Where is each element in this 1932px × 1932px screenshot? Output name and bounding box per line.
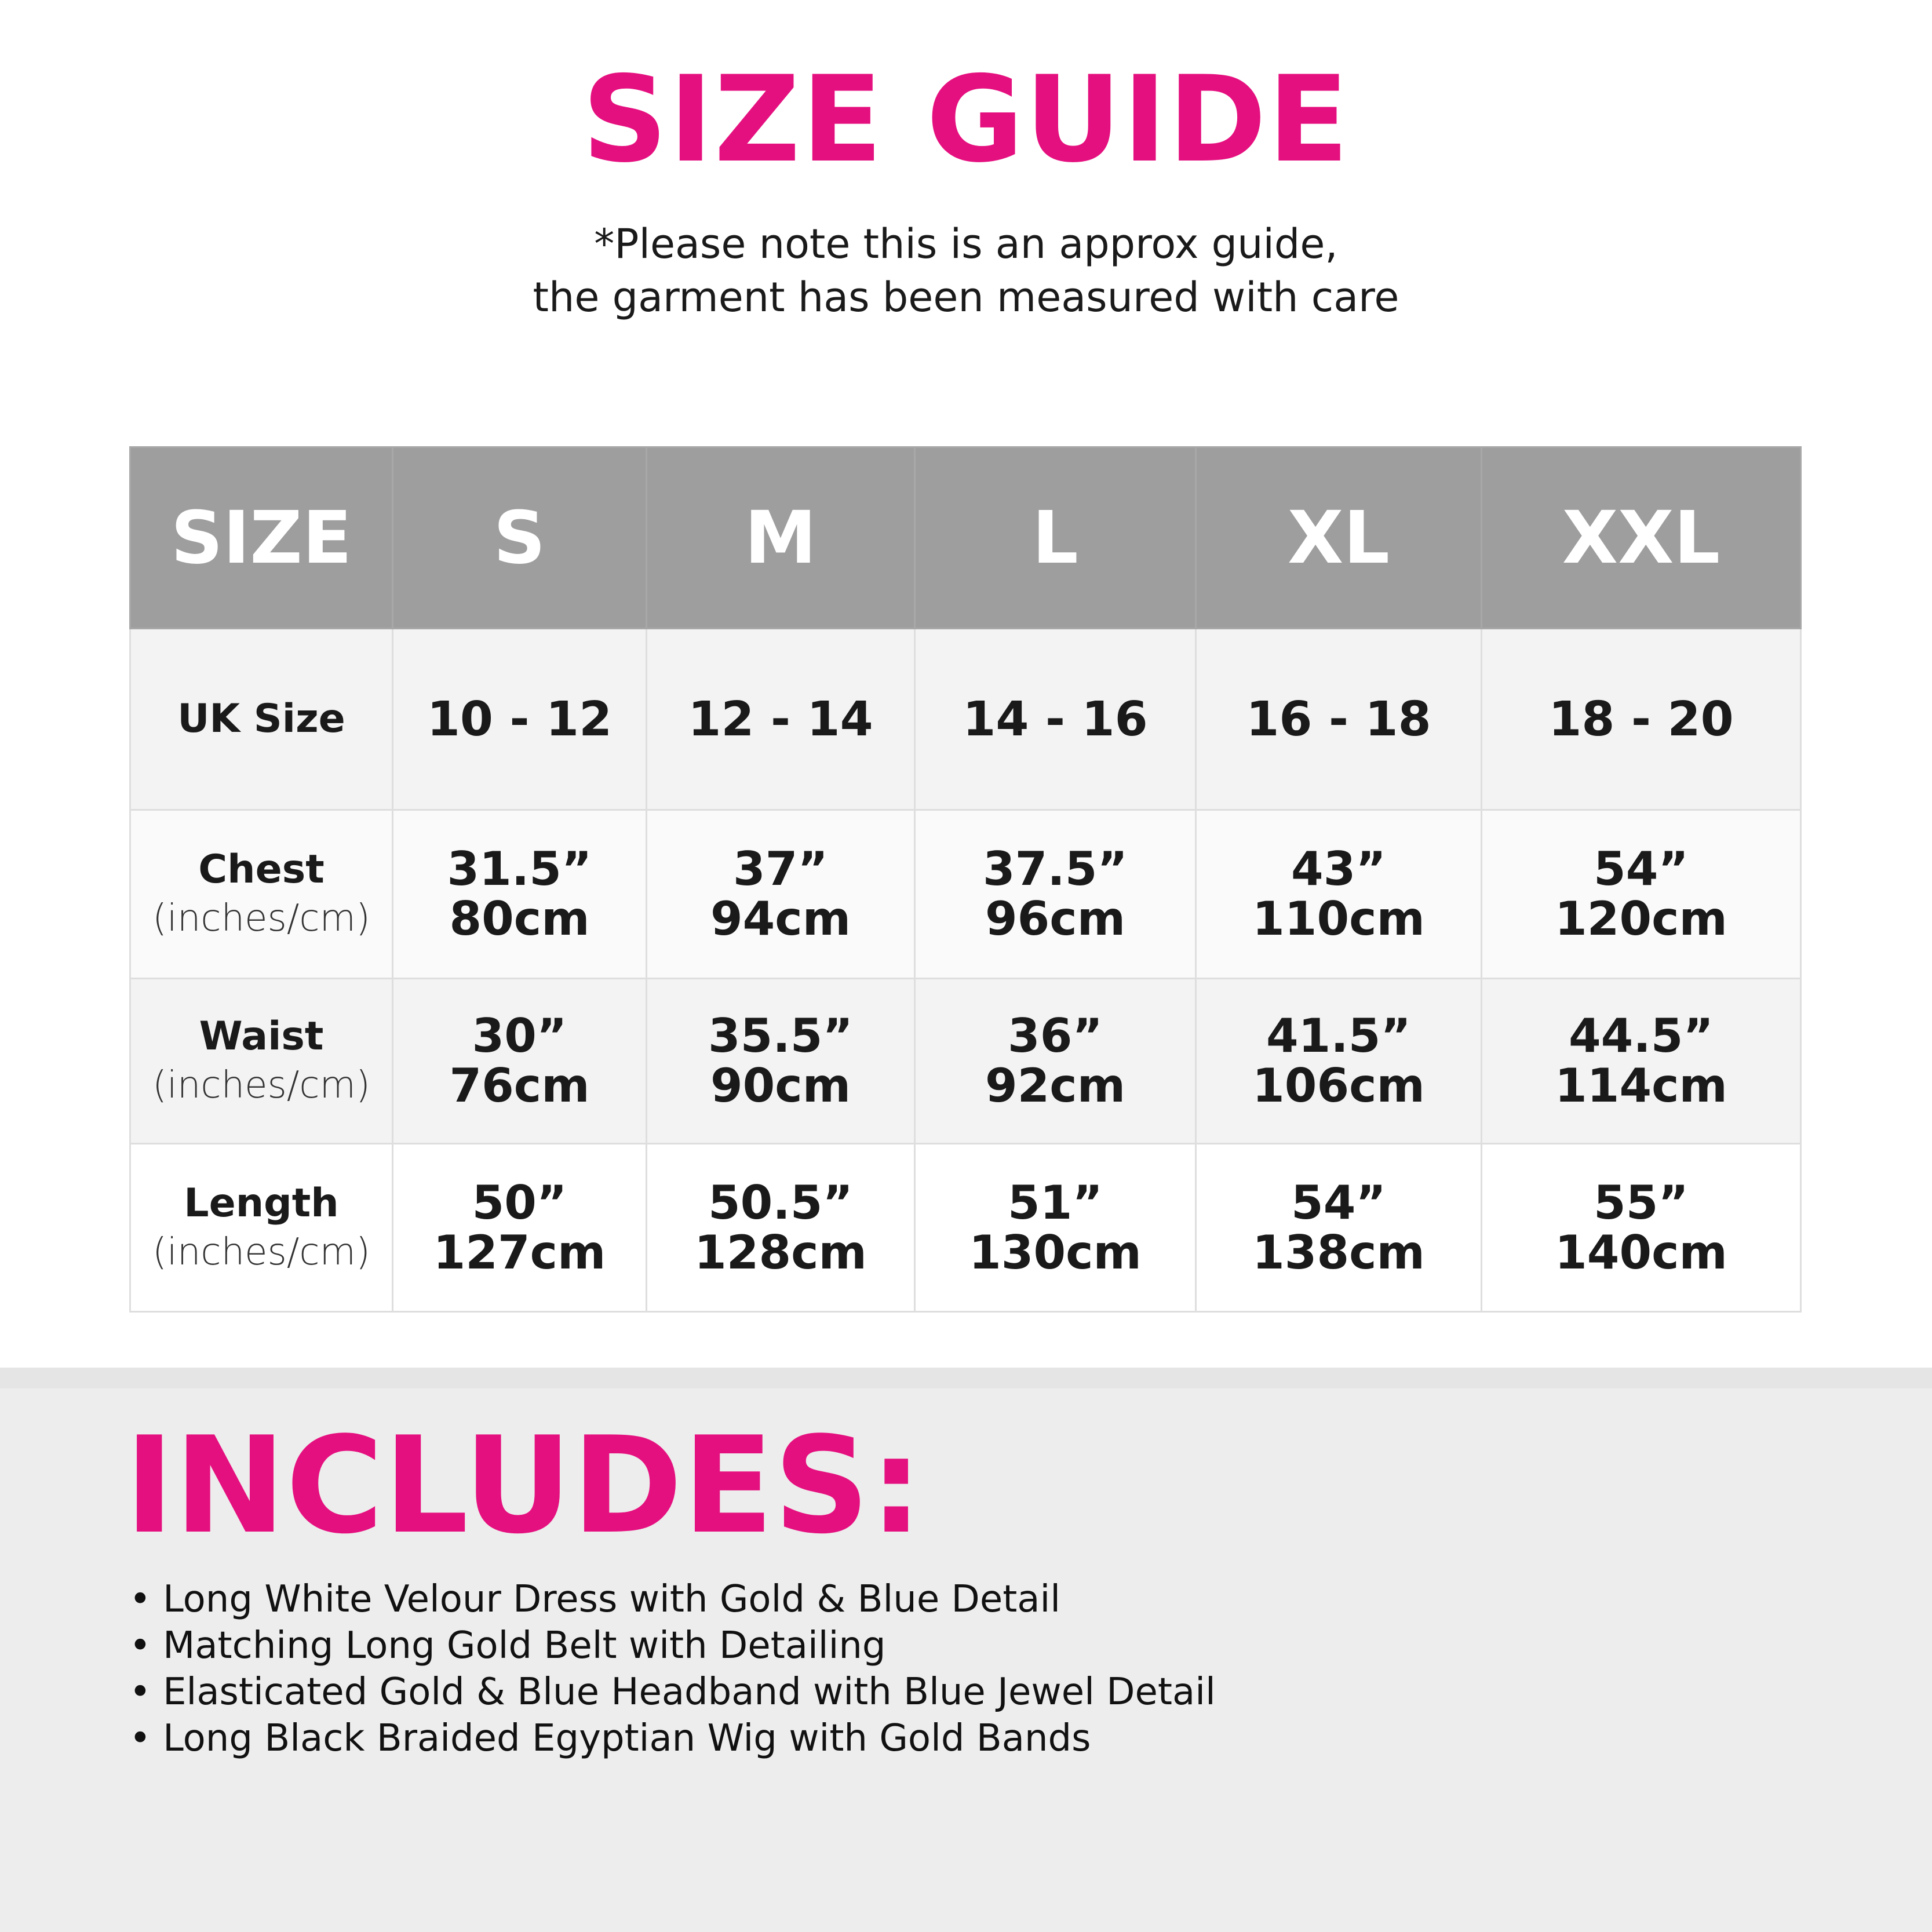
inches-value: 55” [1594, 1175, 1689, 1230]
cm-value: 94cm [710, 892, 851, 946]
unit-label: (inches/cm) [152, 1064, 370, 1107]
cm-value: 138cm [1252, 1225, 1425, 1280]
uk-size-label: UK Size [177, 696, 345, 742]
note-line-1: *Please note this is an approx guide, [594, 220, 1338, 268]
cm-value: 90cm [710, 1059, 851, 1113]
cm-value: 80cm [449, 892, 590, 946]
header-s: S [392, 446, 647, 629]
cm-value: 127cm [433, 1225, 606, 1280]
table-cell: 36” 92cm [914, 978, 1197, 1144]
inches-value: 54” [1594, 842, 1689, 896]
header-row: SIZE S M L XL XXL [129, 446, 1802, 629]
header-xxl: XXL [1481, 446, 1802, 629]
inches-value: 37.5” [983, 842, 1128, 896]
table-cell: 41.5” 106cm [1195, 978, 1482, 1144]
inches-value: 36” [1008, 1009, 1103, 1063]
cm-value: 128cm [694, 1225, 867, 1280]
cm-value: 120cm [1555, 892, 1727, 946]
chest-row: Chest (inches/cm) 31.5” 80cm 37” 94cm 37.5” 96c… [129, 809, 1802, 979]
inches-value: 44.5” [1569, 1009, 1714, 1063]
header-size: SIZE [129, 446, 393, 629]
uk-size-row: UK Size 10 - 12 12 - 14 14 - 16 16 - 18 … [129, 628, 1802, 811]
inches-value: 50” [472, 1175, 567, 1230]
cm-value: 96cm [985, 892, 1126, 946]
table-cell: 10 - 12 [392, 628, 647, 811]
measure-label: Length [184, 1180, 339, 1226]
row-label: UK Size [129, 628, 393, 811]
unit-label: (inches/cm) [152, 1230, 370, 1274]
inches-value: 37” [733, 842, 828, 896]
header-l: L [914, 446, 1197, 629]
table-cell: 51” 130cm [914, 1143, 1197, 1313]
table-cell: 54” 120cm [1481, 809, 1802, 979]
cm-value: 130cm [969, 1225, 1142, 1280]
table-cell: 30” 76cm [392, 978, 647, 1144]
list-item: Elasticated Gold & Blue Headband with Bl… [129, 1669, 1216, 1715]
inches-value: 43” [1291, 842, 1386, 896]
header-m: M [646, 446, 916, 629]
length-row: Length (inches/cm) 50” 127cm 50.5” 128cm 51” 13… [129, 1143, 1802, 1313]
table-cell: 35.5” 90cm [646, 978, 916, 1144]
waist-row: Waist (inches/cm) 30” 76cm 35.5” 90cm 36” 92cm 4… [129, 978, 1802, 1144]
row-label: Length (inches/cm) [129, 1143, 393, 1313]
table-cell: 31.5” 80cm [392, 809, 647, 979]
table-cell: 44.5” 114cm [1481, 978, 1802, 1144]
table-cell: 50” 127cm [392, 1143, 647, 1313]
table-cell: 43” 110cm [1195, 809, 1482, 979]
table-cell: 55” 140cm [1481, 1143, 1802, 1313]
table-cell: 37” 94cm [646, 809, 916, 979]
page-title: SIZE GUIDE [582, 51, 1350, 189]
includes-list: Long White Velour Dress with Gold & Blue… [129, 1576, 1216, 1762]
table-cell: 18 - 20 [1481, 628, 1802, 811]
inches-value: 41.5” [1266, 1009, 1411, 1063]
inches-value: 54” [1291, 1175, 1386, 1230]
unit-label: (inches/cm) [152, 897, 370, 940]
measure-label: Chest [198, 847, 325, 892]
inches-value: 50.5” [708, 1175, 853, 1230]
inches-value: 35.5” [708, 1009, 853, 1063]
includes-title: INCLUDES: [125, 1409, 923, 1563]
row-label: Chest (inches/cm) [129, 809, 393, 979]
list-item: Long Black Braided Egyptian Wig with Gol… [129, 1715, 1216, 1762]
cm-value: 106cm [1252, 1059, 1425, 1113]
list-item: Long White Velour Dress with Gold & Blue… [129, 1576, 1216, 1623]
inches-value: 51” [1008, 1175, 1103, 1230]
table-cell: 37.5” 96cm [914, 809, 1197, 979]
note-line-2: the garment has been measured with care [533, 274, 1399, 321]
divider-band [0, 1368, 1932, 1388]
row-label: Waist (inches/cm) [129, 978, 393, 1144]
list-item: Matching Long Gold Belt with Detailing [129, 1623, 1216, 1669]
measure-label: Waist [199, 1014, 324, 1059]
approx-note: *Please note this is an approx guide, th… [0, 217, 1932, 324]
cm-value: 92cm [985, 1059, 1126, 1113]
table-cell: 16 - 18 [1195, 628, 1482, 811]
table-cell: 14 - 16 [914, 628, 1197, 811]
header-xl: XL [1195, 446, 1482, 629]
cm-value: 114cm [1555, 1059, 1727, 1113]
cm-value: 76cm [449, 1059, 590, 1113]
cm-value: 110cm [1252, 892, 1425, 946]
inches-value: 30” [472, 1009, 567, 1063]
size-table: SIZE S M L XL XXL UK Size 10 - 12 12 - 1… [129, 446, 1802, 1313]
table-cell: 50.5” 128cm [646, 1143, 916, 1313]
inches-value: 31.5” [447, 842, 592, 896]
table-cell: 12 - 14 [646, 628, 916, 811]
cm-value: 140cm [1555, 1225, 1727, 1280]
table-cell: 54” 138cm [1195, 1143, 1482, 1313]
